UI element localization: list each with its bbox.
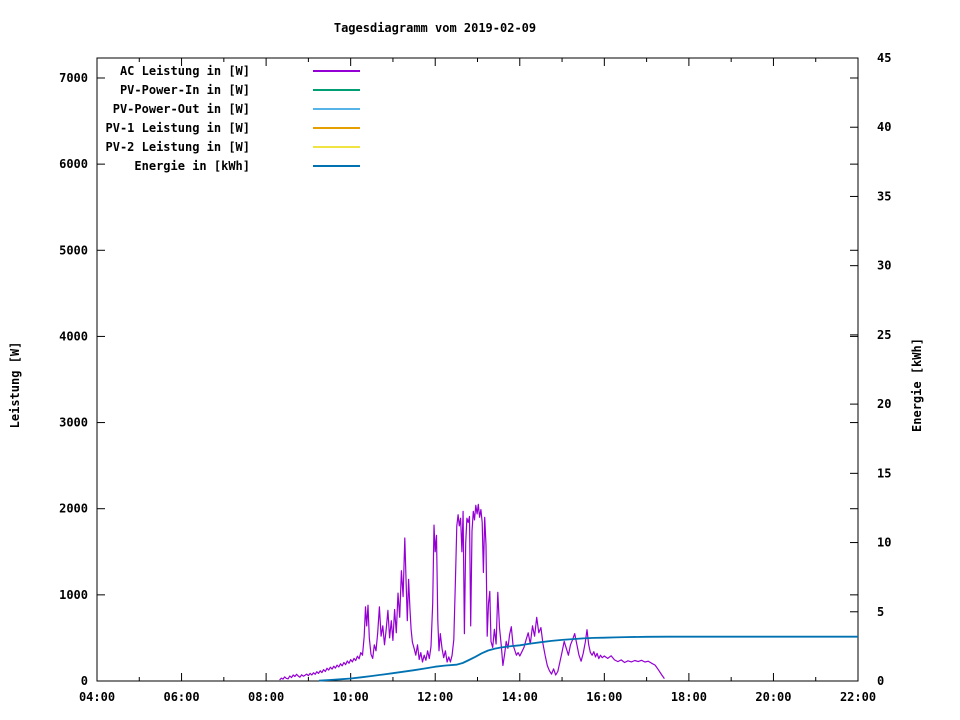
y-right-tick-label: 15 <box>877 466 891 480</box>
y-right-tick-label: 20 <box>877 397 891 411</box>
y-left-tick-label: 0 <box>81 674 88 688</box>
axes-group: 04:00 06:00 08:00 10:00 12:00 14:00 16:00 18:00… <box>59 51 891 704</box>
y-right-tick-label: 35 <box>877 189 891 203</box>
y-right-tick-label: 40 <box>877 120 891 134</box>
y-left-axis-title: Leistung [W] <box>8 341 22 429</box>
y-left-tick-label: 4000 <box>59 329 88 343</box>
legend-label-pv-2-leistung-in-w: PV-2 Leistung in [W] <box>106 140 251 154</box>
series-line-ac-leistung-in-w <box>279 503 665 681</box>
y-left-tick-label: 1000 <box>59 588 88 602</box>
x-tick-label: 14:00 <box>502 690 538 704</box>
legend-group: AC Leistung in [W] PV-Power-In in [W] PV-P… <box>106 64 360 173</box>
x-tick-label: 18:00 <box>671 690 707 704</box>
x-tick-label: 08:00 <box>248 690 284 704</box>
y-right-tick-label: 0 <box>877 674 884 688</box>
y-left-tick-label: 6000 <box>59 157 88 171</box>
y-left-tick-label: 5000 <box>59 243 88 257</box>
y-left-tick-label: 2000 <box>59 502 88 516</box>
x-tick-label: 06:00 <box>163 690 199 704</box>
legend-label-ac-leistung-in-w: AC Leistung in [W] <box>120 64 250 78</box>
y-right-tick-label: 10 <box>877 536 891 550</box>
x-tick-label: 04:00 <box>79 690 115 704</box>
y-right-axis-title: Energie [kWh] <box>910 338 924 432</box>
series-line-energie-in-kwh <box>318 635 858 682</box>
x-tick-label: 16:00 <box>586 690 622 704</box>
legend-label-pv-power-out-in-w: PV-Power-Out in [W] <box>113 102 250 116</box>
y-left-tick-label: 3000 <box>59 416 88 430</box>
series-group <box>279 503 858 682</box>
x-tick-label: 10:00 <box>333 690 369 704</box>
x-tick-label: 20:00 <box>755 690 791 704</box>
x-tick-label: 12:00 <box>417 690 453 704</box>
legend-label-pv-1-leistung-in-w: PV-1 Leistung in [W] <box>106 121 251 135</box>
legend-label-pv-power-in-in-w: PV-Power-In in [W] <box>120 83 250 97</box>
y-left-tick-label: 7000 <box>59 71 88 85</box>
y-right-tick-label: 30 <box>877 259 891 273</box>
y-right-tick-label: 25 <box>877 328 891 342</box>
legend-label-energie-in-kwh: Energie in [kWh] <box>134 159 250 173</box>
y-right-tick-label: 45 <box>877 51 891 65</box>
x-tick-label: 22:00 <box>840 690 876 704</box>
y-right-tick-label: 5 <box>877 605 884 619</box>
chart-title: Tagesdiagramm vom 2019-02-09 <box>333 21 537 35</box>
